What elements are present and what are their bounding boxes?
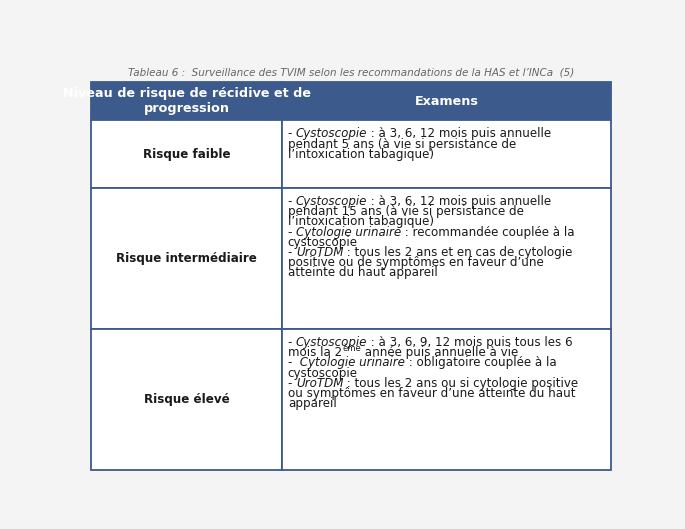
Text: Cytologie urinaire: Cytologie urinaire [296,357,405,369]
Text: atteinte du haut appareil: atteinte du haut appareil [288,266,438,279]
Text: l’intoxication tabagique): l’intoxication tabagique) [288,148,434,161]
Text: Tableau 6 :  Surveillance des TVIM selon les recommandations de la HAS et l’INCa: Tableau 6 : Surveillance des TVIM selon … [127,67,574,77]
Text: -: - [288,127,296,140]
Text: Risque faible: Risque faible [143,148,231,161]
Text: Risque élevé: Risque élevé [144,393,229,406]
Text: -: - [288,246,296,259]
Text: positive ou de symptômes en faveur d’une: positive ou de symptômes en faveur d’une [288,256,544,269]
Text: Cytologie urinaire: Cytologie urinaire [296,226,401,239]
Text: : tous les 2 ans ou si cytologie positive: : tous les 2 ans ou si cytologie positiv… [343,377,579,390]
Text: pendant 15 ans (à vie si persistance de: pendant 15 ans (à vie si persistance de [288,205,524,218]
Text: Cystoscopie: Cystoscopie [296,127,367,140]
Text: ème: ème [342,344,361,353]
Bar [282,329,611,470]
Text: Niveau de risque de récidive et de
progression: Niveau de risque de récidive et de progr… [63,87,311,115]
Text: : obligatoire couplée à la: : obligatoire couplée à la [405,357,557,369]
Text: UroTDM: UroTDM [296,246,343,259]
Bar [282,188,611,329]
Text: -: - [288,336,296,349]
Text: cystoscopie: cystoscopie [288,236,358,249]
Text: UroTDM: UroTDM [296,377,343,390]
Text: Cystoscopie: Cystoscopie [296,336,367,349]
Bar [91,329,282,470]
Bar [282,82,611,121]
Text: -: - [288,195,296,208]
Text: : à 3, 6, 12 mois puis annuelle: : à 3, 6, 12 mois puis annuelle [367,195,551,208]
Text: : recommandée couplée à la: : recommandée couplée à la [401,226,575,239]
Bar [91,82,282,121]
Bar [282,121,611,188]
Text: : à 3, 6, 12 mois puis annuelle: : à 3, 6, 12 mois puis annuelle [367,127,551,140]
Text: Cystoscopie: Cystoscopie [296,195,367,208]
Text: mois la 2: mois la 2 [288,346,342,359]
Text: -: - [288,377,296,390]
Text: ou symptômes en faveur d’une atteinte du haut: ou symptômes en faveur d’une atteinte du… [288,387,575,400]
Bar [91,121,282,188]
Text: -: - [288,226,296,239]
Text: Risque intermédiaire: Risque intermédiaire [116,252,257,265]
Text: pendant 5 ans (à vie si persistance de: pendant 5 ans (à vie si persistance de [288,138,516,151]
Text: l’intoxication tabagique): l’intoxication tabagique) [288,215,434,229]
Bar [91,188,282,329]
Text: : tous les 2 ans et en cas de cytologie: : tous les 2 ans et en cas de cytologie [343,246,573,259]
Text: Examens: Examens [415,95,479,108]
Text: cystoscopie: cystoscopie [288,367,358,379]
Text: : à 3, 6, 9, 12 mois puis tous les 6: : à 3, 6, 9, 12 mois puis tous les 6 [367,336,573,349]
Text: appareil: appareil [288,397,336,410]
Text: -: - [288,357,296,369]
Text: année puis annuelle à vie: année puis annuelle à vie [361,346,518,359]
